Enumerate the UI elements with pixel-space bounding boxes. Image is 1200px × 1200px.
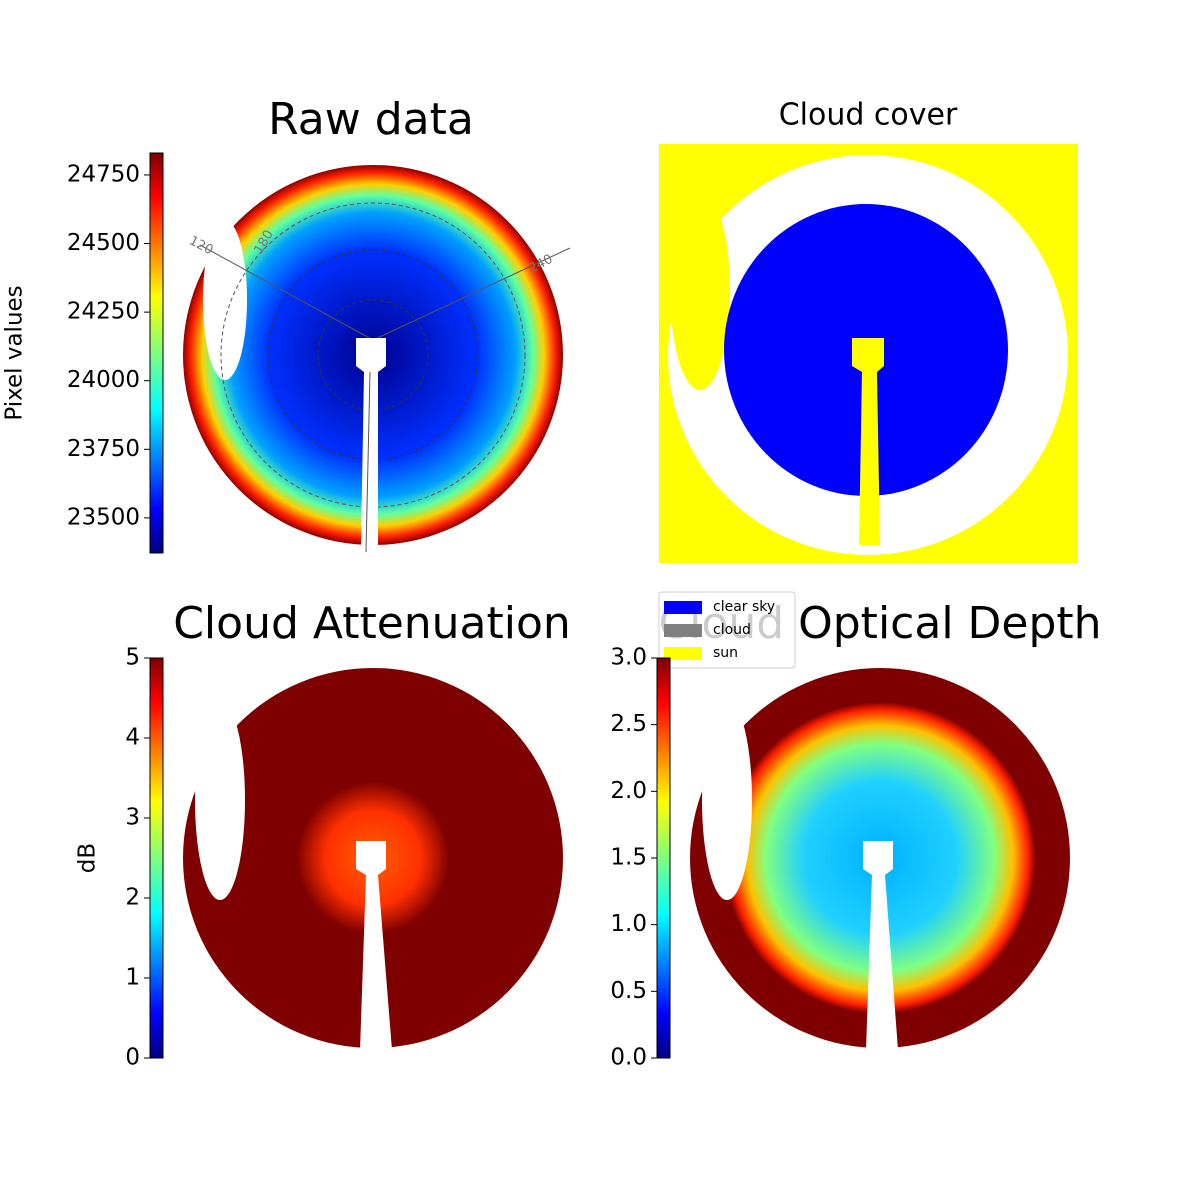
legend-label: sun xyxy=(713,645,738,661)
colorbar-tick-label: 24500 xyxy=(67,230,140,256)
colorbar-label: Pixel values xyxy=(2,285,28,420)
optical-depth-image xyxy=(690,668,1070,1050)
colorbar-tick-label: 1 xyxy=(125,965,140,991)
colorbar xyxy=(656,657,671,1059)
raw-image xyxy=(183,165,571,553)
colorbar-tick-label: 1.5 xyxy=(610,845,647,871)
colorbar-tick-label: 3 xyxy=(125,805,140,831)
colorbar-tick-label: 23750 xyxy=(67,436,140,462)
colorbar-tick-label: 2.5 xyxy=(610,711,647,737)
legend-label: clear sky xyxy=(713,599,775,615)
colorbar-tick-label: 24250 xyxy=(67,299,140,325)
colorbar-tick-label: 5 xyxy=(125,645,140,671)
colorbar-label: dB xyxy=(75,843,101,873)
colorbar xyxy=(149,657,164,1059)
panel-title: Cloud Attenuation xyxy=(173,598,571,649)
colorbar-tick-label: 3.0 xyxy=(610,645,647,671)
panel-title: Raw data xyxy=(268,94,474,145)
legend-label: cloud xyxy=(713,622,751,638)
colorbar-tick-label: 2 xyxy=(125,885,140,911)
colorbar-tick-label: 4 xyxy=(125,725,140,751)
colorbar-tick-label: 24000 xyxy=(67,367,140,393)
legend-swatch xyxy=(664,647,702,660)
colorbar xyxy=(149,152,164,554)
colorbar-tick-label: 2.0 xyxy=(610,778,647,804)
cloud-cover-image xyxy=(659,144,1078,563)
colorbar-tick-label: 0 xyxy=(125,1045,140,1071)
colorbar-tick-label: 23500 xyxy=(67,504,140,530)
legend-swatch xyxy=(664,601,702,614)
legend-swatch xyxy=(664,624,702,637)
colorbar-tick-label: 0.0 xyxy=(610,1045,647,1071)
panel-title: Cloud cover xyxy=(779,98,958,133)
colorbar-tick-label: 24750 xyxy=(67,161,140,187)
colorbar-tick-label: 0.5 xyxy=(610,978,647,1004)
colorbar-tick-label: 1.0 xyxy=(610,911,647,937)
attenuation-image xyxy=(183,668,563,1050)
